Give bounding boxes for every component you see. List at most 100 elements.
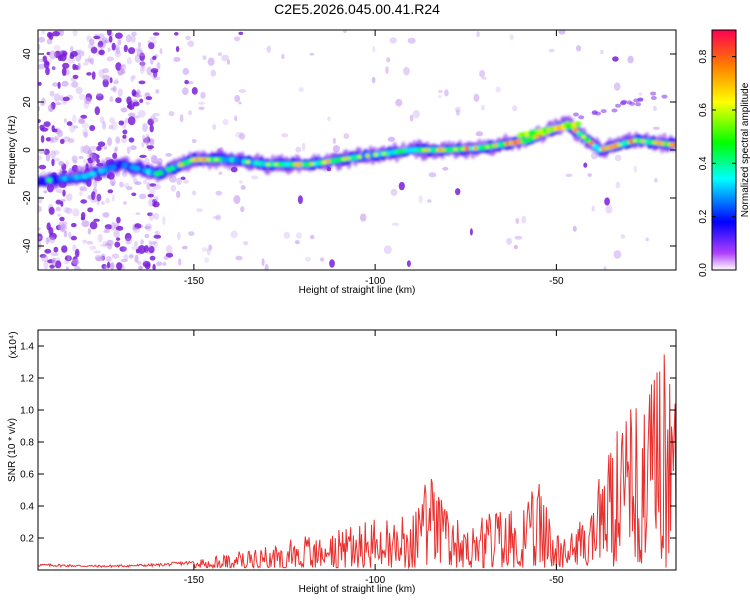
noise-blob (208, 244, 213, 251)
noise-blob (144, 157, 150, 165)
colorbar-tick-label: 0.4 (698, 156, 709, 170)
noise-blob (156, 261, 163, 267)
noise-blob (661, 94, 668, 99)
noise-blob (409, 114, 414, 122)
noise-blob (97, 40, 104, 48)
noise-blob (72, 30, 78, 37)
noise-blob (149, 187, 156, 195)
noise-blob (52, 31, 60, 37)
noise-blob (455, 188, 461, 196)
noise-blob (98, 69, 105, 78)
noise-blob (295, 146, 302, 153)
snr-y-tick-label: 1.4 (20, 342, 34, 353)
chart-title: C2E5.2026.045.00.41.R24 (274, 1, 440, 17)
noise-blob (102, 240, 107, 248)
noise-blob (89, 145, 98, 152)
noise-blob (162, 262, 167, 266)
noise-blob (645, 237, 649, 242)
noise-blob (72, 208, 80, 217)
noise-blob (110, 222, 116, 231)
noise-blob (521, 215, 527, 224)
noise-blob (136, 260, 142, 265)
noise-blob (152, 263, 156, 270)
noise-blob (57, 213, 62, 217)
noise-blob (620, 234, 626, 239)
noise-blob (444, 89, 449, 97)
noise-blob (38, 205, 42, 213)
noise-blob (59, 216, 65, 222)
noise-blob (48, 32, 54, 41)
noise-blob (49, 90, 55, 97)
noise-blob (603, 265, 607, 270)
noise-blob (238, 89, 247, 93)
noise-blob (59, 138, 65, 145)
noise-blob (614, 154, 622, 162)
noise-blob (115, 225, 124, 231)
noise-blob (406, 260, 411, 267)
noise-blob (134, 181, 142, 186)
noise-blob (613, 82, 621, 91)
noise-blob (91, 191, 96, 201)
noise-blob (613, 250, 622, 259)
noise-blob (109, 117, 116, 124)
noise-blob (135, 248, 140, 254)
noise-blob (109, 77, 113, 84)
noise-blob (600, 109, 607, 114)
snr-y-tick-label: 1.2 (20, 374, 34, 385)
noise-blob (145, 133, 150, 139)
noise-blob (117, 38, 122, 46)
noise-blob (116, 262, 123, 270)
noise-blob (165, 244, 173, 254)
noise-blob (387, 136, 396, 142)
noise-blob (127, 116, 136, 126)
spectrogram-y-ticks: 40 20 0 -20 -40 (22, 48, 676, 253)
noise-blob (72, 160, 78, 164)
noise-blob (72, 74, 79, 79)
noise-blob (93, 250, 101, 254)
noise-blob (149, 138, 155, 146)
noise-blob (38, 119, 41, 123)
noise-blob (266, 45, 271, 53)
noise-blob (149, 255, 156, 261)
noise-blob (191, 87, 198, 95)
noise-blob (342, 30, 347, 34)
noise-blob (360, 213, 367, 222)
colorbar-tick-label: 0.0 (698, 263, 709, 277)
noise-blob (89, 245, 97, 251)
noise-blob (587, 173, 592, 177)
noise-blob (116, 216, 121, 224)
noise-blob (128, 47, 136, 55)
noise-blob (81, 50, 85, 57)
noise-blob (80, 199, 88, 204)
noise-blob (153, 240, 158, 249)
noise-blob (148, 36, 157, 41)
noise-blob (332, 137, 336, 144)
noise-blob (506, 237, 513, 245)
noise-blob (281, 53, 285, 60)
noise-blob (131, 31, 137, 37)
noise-blob (96, 146, 102, 151)
noise-blob (106, 30, 112, 36)
noise-blob (65, 266, 69, 270)
snr-x-label: Height of straight line (km) (299, 584, 416, 595)
noise-blob (67, 255, 71, 261)
noise-blob (130, 145, 137, 151)
noise-blob (67, 183, 74, 187)
noise-blob (215, 214, 222, 221)
noise-blob (455, 106, 461, 113)
noise-blob (78, 118, 86, 125)
noise-blob (46, 236, 51, 242)
noise-blob (578, 115, 585, 120)
noise-blob (53, 150, 60, 156)
noise-blob (114, 146, 119, 152)
noise-blob (126, 146, 131, 155)
noise-blob (40, 30, 46, 35)
noise-blob (163, 255, 169, 260)
noise-blob (145, 101, 150, 105)
noise-blob (637, 97, 644, 102)
noise-blob (102, 74, 110, 81)
noise-blob (94, 106, 101, 116)
noise-blob (572, 225, 577, 232)
spectrogram-x-tick-label: -150 (184, 276, 204, 287)
noise-blob (115, 136, 121, 144)
